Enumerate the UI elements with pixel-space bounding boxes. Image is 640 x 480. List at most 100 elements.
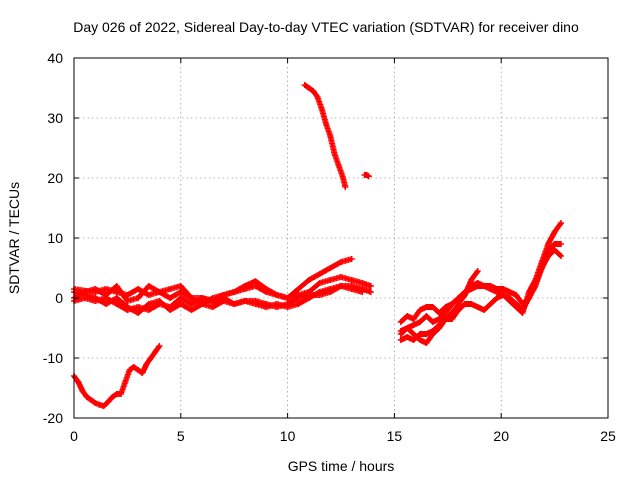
series-track-low-left bbox=[71, 343, 163, 409]
data-point bbox=[188, 295, 195, 301]
data-point bbox=[241, 298, 248, 304]
data-point bbox=[340, 175, 347, 181]
series-track-spike bbox=[301, 82, 349, 190]
data-point bbox=[310, 88, 317, 94]
data-point bbox=[417, 307, 424, 313]
data-point bbox=[506, 295, 513, 301]
data-point bbox=[199, 295, 206, 301]
data-point bbox=[252, 298, 259, 304]
data-point bbox=[487, 301, 494, 307]
data-point bbox=[156, 289, 163, 295]
data-point bbox=[188, 307, 195, 313]
data-point bbox=[442, 310, 449, 316]
y-tick-label: 20 bbox=[47, 170, 63, 186]
data-point bbox=[397, 319, 404, 325]
data-point bbox=[284, 295, 291, 301]
x-tick-label: 15 bbox=[387, 428, 403, 444]
data-point bbox=[423, 304, 430, 310]
data-point bbox=[295, 295, 302, 301]
data-point bbox=[429, 331, 436, 337]
y-axis-label: SDTVAR / TECUs bbox=[6, 182, 22, 294]
data-point bbox=[474, 268, 481, 274]
series-track-f bbox=[397, 241, 565, 334]
data-point bbox=[487, 283, 494, 289]
data-point bbox=[367, 283, 374, 289]
data-point bbox=[75, 379, 82, 385]
data-point bbox=[199, 301, 206, 307]
data-point bbox=[545, 253, 552, 259]
data-point bbox=[139, 370, 146, 376]
data-point bbox=[481, 283, 488, 289]
data-point bbox=[410, 322, 417, 328]
data-point bbox=[305, 277, 312, 283]
y-tick-label: 30 bbox=[47, 110, 63, 126]
data-point bbox=[436, 325, 443, 331]
data-point bbox=[404, 313, 411, 319]
data-point bbox=[327, 265, 334, 271]
data-point bbox=[135, 304, 142, 310]
data-point bbox=[474, 280, 481, 286]
data-point bbox=[92, 286, 99, 292]
data-point bbox=[167, 286, 174, 292]
data-point bbox=[122, 379, 129, 385]
data-point bbox=[103, 301, 110, 307]
data-point bbox=[113, 301, 120, 307]
data-point bbox=[318, 106, 325, 112]
data-point bbox=[323, 121, 330, 127]
data-point bbox=[365, 173, 372, 180]
data-point bbox=[135, 367, 142, 373]
data-point bbox=[551, 241, 558, 247]
data-point bbox=[177, 283, 184, 289]
data-point bbox=[124, 304, 131, 310]
data-point bbox=[79, 388, 86, 394]
data-point bbox=[461, 292, 468, 298]
data-point bbox=[113, 283, 120, 289]
data-point bbox=[404, 325, 411, 331]
data-point bbox=[156, 298, 163, 304]
data-point bbox=[367, 289, 374, 295]
data-point bbox=[177, 301, 184, 307]
data-point bbox=[263, 301, 270, 307]
data-point bbox=[348, 256, 355, 262]
data-point bbox=[301, 82, 308, 88]
data-point bbox=[273, 304, 280, 310]
chart-title: Day 026 of 2022, Sidereal Day-to-day VTE… bbox=[73, 19, 579, 35]
y-tick-label: 40 bbox=[47, 50, 63, 66]
y-tick-label: -10 bbox=[43, 350, 63, 366]
data-point bbox=[88, 397, 95, 403]
data-point bbox=[124, 298, 131, 304]
data-point bbox=[81, 289, 88, 295]
data-point bbox=[397, 337, 404, 343]
data-point bbox=[284, 301, 291, 307]
data-point bbox=[468, 301, 475, 307]
data-point bbox=[145, 301, 152, 307]
data-point bbox=[145, 292, 152, 298]
series-trail bbox=[71, 343, 163, 409]
data-point bbox=[423, 313, 430, 319]
series-track-spike-tail bbox=[361, 172, 372, 180]
x-tick-label: 5 bbox=[177, 428, 185, 444]
data-point bbox=[417, 331, 424, 337]
data-point bbox=[147, 355, 154, 361]
data-point bbox=[167, 295, 174, 301]
data-point bbox=[449, 301, 456, 307]
series-track-h bbox=[397, 247, 565, 346]
data-point bbox=[410, 331, 417, 337]
data-point bbox=[423, 331, 430, 337]
x-tick-label: 25 bbox=[600, 428, 616, 444]
data-point bbox=[188, 301, 195, 307]
data-point bbox=[316, 280, 323, 286]
data-point bbox=[145, 283, 152, 289]
data-point bbox=[109, 394, 116, 400]
data-point bbox=[263, 289, 270, 295]
data-point bbox=[532, 280, 539, 286]
data-point bbox=[423, 340, 430, 346]
data-point bbox=[481, 307, 488, 313]
data-point bbox=[558, 220, 565, 226]
data-point bbox=[442, 316, 449, 322]
data-point bbox=[135, 310, 142, 316]
data-point bbox=[455, 301, 462, 307]
data-point bbox=[316, 271, 323, 277]
data-point bbox=[130, 364, 137, 370]
x-tick-label: 20 bbox=[493, 428, 509, 444]
